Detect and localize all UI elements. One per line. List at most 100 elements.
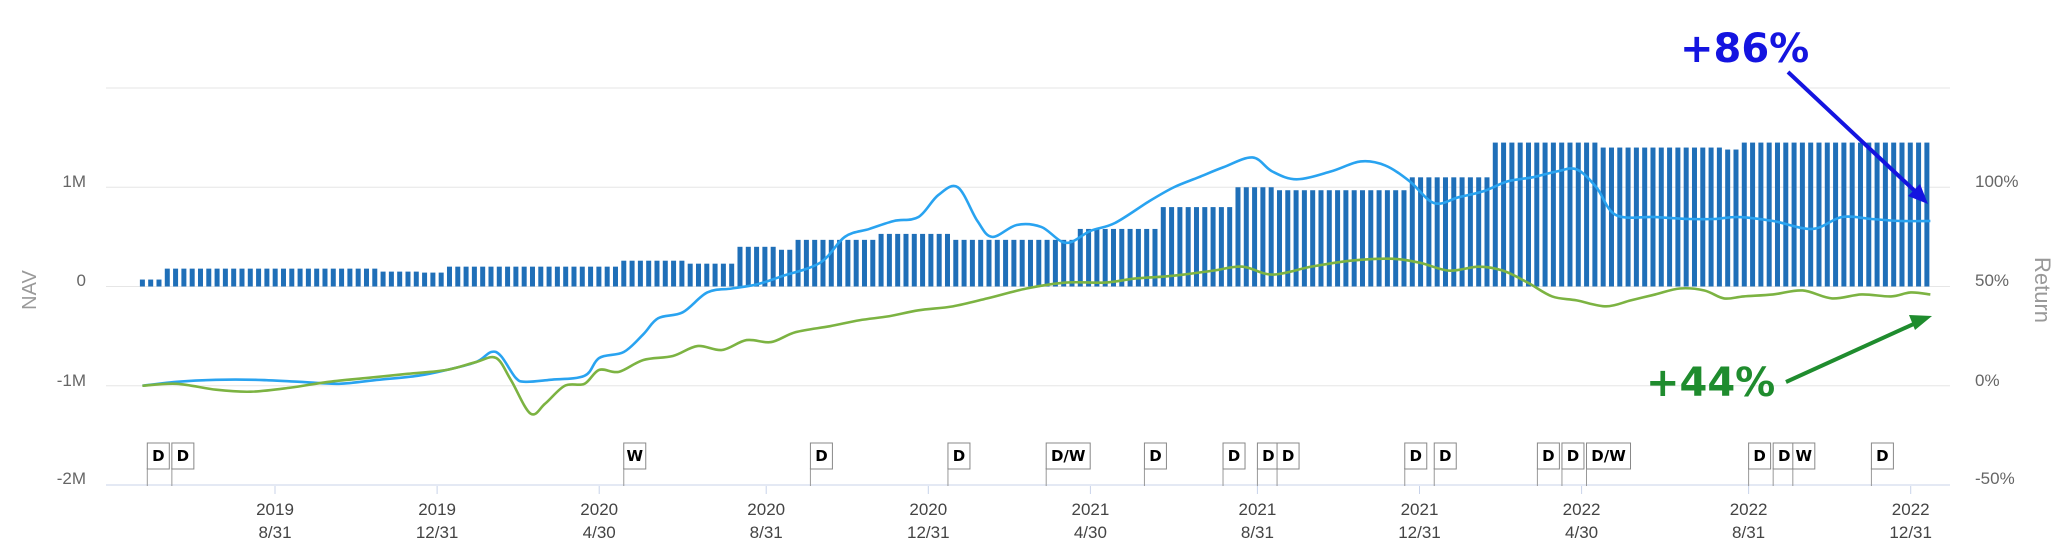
event-flags: D D W D D D/W D D D D D D D D D/W D D W D <box>146 442 1894 486</box>
flag-box <box>947 442 971 470</box>
nav-bar <box>413 271 419 287</box>
nav-bar <box>1567 142 1573 287</box>
right-tick: -50% <box>1975 469 2015 488</box>
flag-box <box>1748 442 1772 470</box>
nav-bar <box>189 268 195 287</box>
nav-bar <box>1193 207 1199 287</box>
flag-label: D <box>1282 447 1294 465</box>
x-tick-date: 4/30 <box>1074 523 1107 542</box>
nav-bar <box>1501 142 1507 287</box>
nav-bar <box>1210 207 1216 287</box>
flag-box <box>1404 442 1428 470</box>
nav-bar <box>596 266 602 287</box>
nav-bar <box>1841 142 1847 287</box>
nav-bar <box>1202 207 1208 287</box>
event-flag: D <box>1536 442 1560 486</box>
nav-bar <box>1750 142 1756 287</box>
flag-box <box>623 442 647 470</box>
event-flag: W <box>623 442 647 486</box>
nav-bar <box>729 263 735 287</box>
nav-bar <box>1833 142 1839 287</box>
nav-bar <box>222 268 228 287</box>
nav-bar <box>1857 142 1863 287</box>
x-axis: 2019 8/31 2019 12/31 2020 4/30 2020 8/31 2020 12/… <box>256 486 1932 542</box>
callout-86-label: +86% <box>1680 26 1809 72</box>
nav-bar <box>646 260 652 287</box>
nav-bar <box>247 268 253 287</box>
nav-bar <box>1683 147 1689 287</box>
nav-bar <box>1691 147 1697 287</box>
nav-bar <box>845 239 851 287</box>
flag-label: D <box>1753 447 1765 465</box>
nav-bar <box>745 246 751 287</box>
nav-bar <box>1127 228 1133 287</box>
event-flag: D <box>1870 442 1894 486</box>
nav-bar <box>978 239 984 287</box>
nav-bar <box>214 268 220 287</box>
nav-bar <box>355 268 361 287</box>
nav-bar <box>778 249 784 287</box>
nav-bar <box>679 260 685 287</box>
nav-bar <box>206 268 212 287</box>
nav-bar <box>1351 190 1357 287</box>
nav-bar <box>1310 190 1316 287</box>
nav-bar <box>886 233 892 287</box>
nav-bar <box>1509 142 1515 287</box>
nav-bar <box>770 246 776 287</box>
nav-bar <box>164 268 170 287</box>
nav-bar <box>239 268 245 287</box>
flag-box <box>146 442 170 470</box>
nav-bar <box>612 266 618 287</box>
nav-bar <box>1368 190 1374 287</box>
flag-label: D <box>152 447 164 465</box>
nav-bar <box>455 266 461 287</box>
nav-bar <box>1135 228 1141 287</box>
nav-bar <box>1326 190 1332 287</box>
nav-bar <box>264 268 270 287</box>
nav-bar <box>795 239 801 287</box>
nav-bar <box>1700 147 1706 287</box>
nav-bar <box>903 233 909 287</box>
nav-bar <box>347 268 353 287</box>
nav-bar <box>762 246 768 287</box>
nav-bar <box>405 271 411 287</box>
callout-86-arrowhead <box>1908 184 1928 204</box>
nav-bar <box>571 266 577 287</box>
nav-bar <box>148 279 154 287</box>
nav-bar <box>1899 142 1905 287</box>
nav-bar <box>1268 187 1274 287</box>
return-line-2 <box>142 257 1931 416</box>
nav-bar <box>272 268 278 287</box>
nav-bar <box>920 233 926 287</box>
nav-bar <box>1426 177 1432 287</box>
nav-bar <box>1036 239 1042 287</box>
flag-label: D <box>1542 447 1554 465</box>
nav-bar <box>637 260 643 287</box>
event-flag: D <box>1143 442 1167 486</box>
nav-bar <box>1741 142 1747 287</box>
nav-bar <box>803 239 809 287</box>
nav-bar <box>1376 190 1382 287</box>
nav-bar <box>720 263 726 287</box>
nav-bar <box>1409 177 1415 287</box>
nav-bar <box>1185 207 1191 287</box>
x-tick-date: 8/31 <box>258 523 291 542</box>
callout-86: +86% <box>1680 26 1928 204</box>
event-flag: D <box>146 442 170 486</box>
nav-bar <box>944 233 950 287</box>
flag-label: W <box>626 447 643 465</box>
nav-bar <box>712 263 718 287</box>
flag-label: D <box>1228 447 1240 465</box>
nav-bar <box>1359 190 1365 287</box>
flag-box <box>1222 442 1246 470</box>
nav-bar <box>397 271 403 287</box>
left-axis-ticks: 1M 0 -1M -2M <box>57 172 86 488</box>
flag-label: D <box>1567 447 1579 465</box>
nav-bar <box>1492 142 1498 287</box>
nav-bar <box>1144 228 1150 287</box>
nav-bar <box>297 268 303 287</box>
event-flag: D <box>1276 442 1300 486</box>
event-flag: D <box>1748 442 1772 486</box>
nav-bar <box>1708 147 1714 287</box>
callout-44-label: +44% <box>1646 360 1775 406</box>
